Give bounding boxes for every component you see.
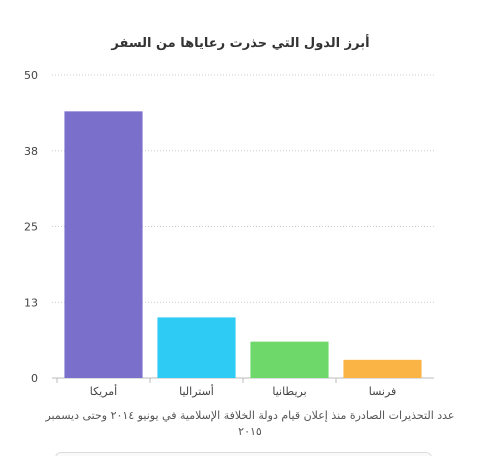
y-tick-label: 50	[24, 69, 38, 82]
chart-title: أبرز الدول التي حذرت رعاياها من السفر	[111, 36, 370, 51]
x-axis-caption: عدد التحذيرات الصادرة منذ إعلان قيام دول…	[45, 409, 455, 438]
x-tick-label: بريطانيا	[272, 385, 306, 398]
bottom-panel-edge	[55, 452, 432, 456]
bar-0[interactable]	[64, 111, 143, 379]
bar-3[interactable]	[343, 359, 422, 378]
y-tick-label: 0	[31, 372, 38, 385]
x-tick-label: أستراليا	[179, 384, 214, 398]
x-tick-label: فرنسا	[369, 385, 397, 398]
y-tick-label: 25	[24, 221, 38, 234]
bar-chart: 50 38 25 13 0 أمريكا أستراليا بريطانيا فرنسا	[24, 69, 434, 398]
y-tick-label: 13	[24, 296, 38, 309]
bar-2[interactable]	[250, 341, 329, 378]
bar-1[interactable]	[157, 317, 236, 378]
y-tick-label: 38	[24, 145, 38, 158]
x-tick-label: أمريكا	[90, 384, 118, 398]
